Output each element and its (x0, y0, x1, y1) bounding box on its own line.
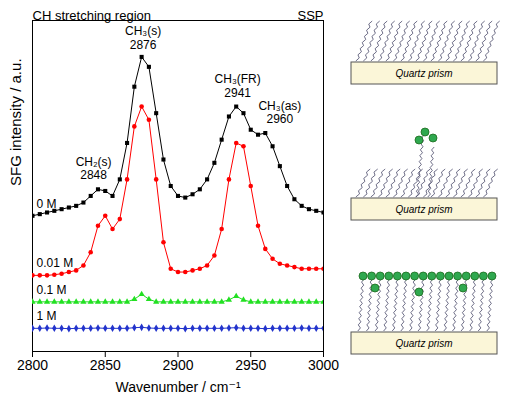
svg-text:0 M: 0 M (37, 197, 57, 211)
svg-text:Wavenumber / cm⁻¹: Wavenumber / cm⁻¹ (115, 379, 240, 395)
svg-text:2850: 2850 (90, 357, 121, 373)
svg-text:2900: 2900 (162, 357, 193, 373)
svg-text:0.1 M: 0.1 M (37, 283, 67, 297)
svg-text:SSP: SSP (297, 8, 323, 23)
svg-text:Quartz prism: Quartz prism (395, 68, 452, 79)
svg-text:Quartz prism: Quartz prism (395, 338, 452, 349)
svg-text:2800: 2800 (17, 357, 48, 373)
svg-text:CH stretching region: CH stretching region (33, 8, 152, 23)
svg-text:3000: 3000 (308, 357, 339, 373)
svg-text:2950: 2950 (235, 357, 266, 373)
svg-text:CH₃(s)2876: CH₃(s)2876 (125, 24, 161, 51)
svg-text:CH₂(s)2848: CH₂(s)2848 (76, 155, 112, 182)
svg-text:CH₃(FR)2941: CH₃(FR)2941 (215, 72, 261, 99)
svg-text:CH₃(as)2960: CH₃(as)2960 (258, 99, 301, 126)
svg-text:Quartz prism: Quartz prism (395, 204, 452, 215)
svg-text:SFG intensity / a.u.: SFG intensity / a.u. (7, 58, 24, 186)
svg-text:1 M: 1 M (37, 309, 57, 323)
svg-text:0.01 M: 0.01 M (37, 256, 74, 270)
